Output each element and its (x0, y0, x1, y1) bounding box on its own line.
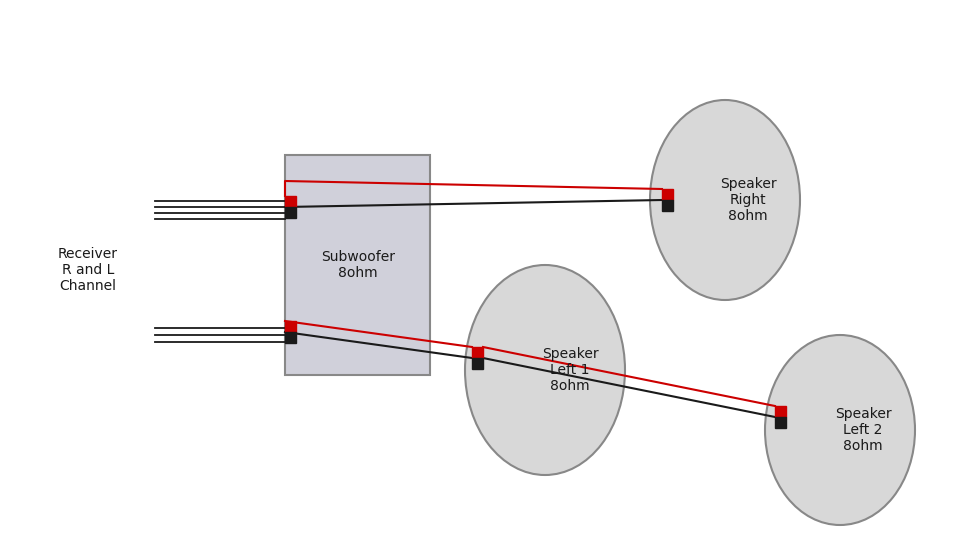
Text: Receiver
R and L
Channel: Receiver R and L Channel (58, 247, 118, 293)
Ellipse shape (765, 335, 915, 525)
Text: Speaker
Left 1
8ohm: Speaker Left 1 8ohm (541, 347, 598, 393)
Bar (285, 155, 430, 375)
Text: Speaker
Left 2
8ohm: Speaker Left 2 8ohm (834, 407, 891, 453)
Bar (472, 358, 483, 369)
Ellipse shape (465, 265, 625, 475)
Bar (285, 321, 296, 332)
Bar (775, 417, 786, 428)
Ellipse shape (650, 100, 800, 300)
Bar (285, 332, 296, 343)
Bar (472, 347, 483, 358)
Text: Speaker
Right
8ohm: Speaker Right 8ohm (720, 177, 777, 223)
Bar (285, 207, 296, 218)
Bar (285, 196, 296, 207)
Text: Subwoofer
8ohm: Subwoofer 8ohm (321, 250, 395, 280)
Bar (662, 189, 673, 200)
Bar (775, 406, 786, 417)
Bar (662, 200, 673, 211)
